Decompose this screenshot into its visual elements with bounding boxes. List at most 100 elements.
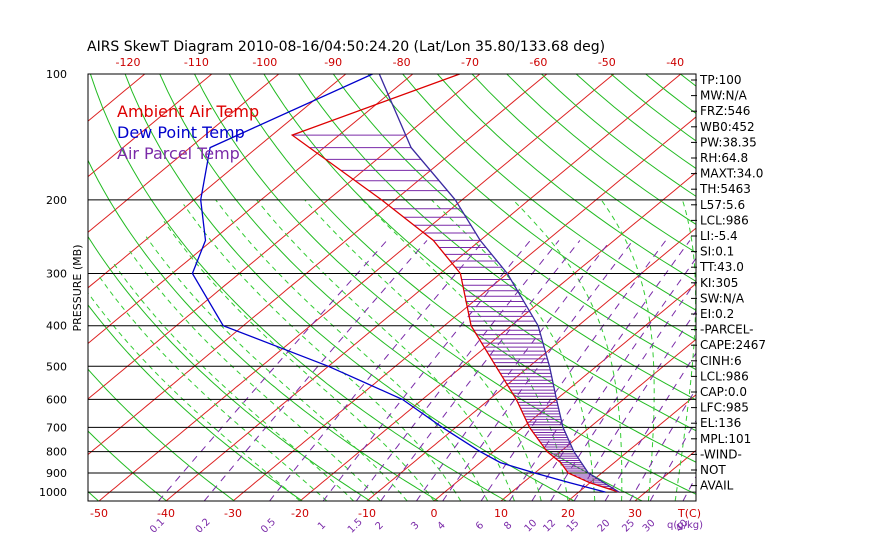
bottom-tick-label: 20 (561, 507, 575, 520)
index-entry: MW:N/A (700, 89, 748, 103)
index-entry: -PARCEL- (700, 323, 754, 337)
bottom-tick-label: -30 (224, 507, 242, 520)
mixing-ratio-label: 3 (409, 520, 421, 532)
cape-hatching (292, 134, 616, 491)
pressure-tick-label: 600 (46, 393, 67, 406)
isotherm-line (0, 74, 11, 501)
pressure-tick-label: 1000 (39, 486, 67, 499)
top-temperature-axis: -120 -110 -100 -90 -80 -70 -60 -50 -40 (116, 56, 685, 69)
top-tick-label: -50 (598, 56, 616, 69)
air-parcel-temp-line (378, 74, 620, 493)
legend-ambient-air-temp: Ambient Air Temp (117, 102, 259, 121)
mixing-ratio-line (203, 240, 428, 501)
dry-adiabat-line (750, 74, 870, 501)
dry-adiabat-line (437, 74, 696, 282)
index-entry: CAPE:2467 (700, 338, 766, 352)
isotherm-line (165, 74, 682, 501)
index-entry: FRZ:546 (700, 104, 750, 118)
dry-adiabat-line (124, 74, 575, 501)
mixing-ratio-label: 10 (523, 518, 540, 535)
isotherm-line (0, 74, 78, 501)
isobars (88, 199, 696, 493)
dry-adiabat-line (367, 74, 696, 341)
isotherm-line (299, 171, 696, 501)
top-tick-label: -90 (324, 56, 342, 69)
moist-adiabat-line (362, 199, 569, 501)
mixing-ratio-label: 20 (596, 518, 613, 535)
index-entry: -WIND- (700, 447, 742, 461)
top-tick-label: -110 (184, 56, 209, 69)
moist-adiabat-line (215, 199, 489, 501)
isotherm-line (500, 338, 696, 501)
moist-adiabat-line (88, 291, 301, 501)
bottom-tick-label: -40 (157, 507, 175, 520)
bottom-tick-label: 30 (628, 507, 642, 520)
isotherm-line (366, 227, 696, 501)
mixing-ratio-label: 6 (474, 520, 486, 532)
index-entry: SI:0.1 (700, 245, 734, 259)
pressure-tick-label: 700 (46, 421, 67, 434)
index-entry: LCL:986 (700, 369, 749, 383)
mixing-ratio-label: 0.5 (259, 517, 278, 536)
index-entry: KI:305 (700, 276, 738, 290)
index-entry: AVAIL (700, 479, 734, 493)
isotherm-line (567, 394, 696, 501)
mixing-ratio-line (269, 240, 485, 501)
mixing-ratio-label: 25 (620, 518, 637, 535)
ambient-air-temp-line (290, 74, 620, 493)
mixing-ratio-label: 30 (641, 518, 658, 535)
moist-adiabat-line (431, 199, 596, 501)
legend-dew-point-temp: Dew Point Temp (117, 123, 245, 142)
index-entry: RH:64.8 (700, 151, 748, 165)
dry-adiabat-line (645, 74, 696, 115)
index-entry: MAXT:34.0 (700, 167, 763, 181)
pressure-tick-label: 200 (46, 194, 67, 207)
legend: Ambient Air Temp Dew Point Temp Air Parc… (117, 102, 259, 163)
isotherm-line (88, 74, 548, 456)
dry-adiabat-line (228, 74, 696, 463)
dry-adiabat-line (88, 368, 235, 501)
index-entry: TT:43.0 (699, 260, 744, 274)
dry-adiabat-line (88, 235, 371, 501)
mixing-ratio-label: 4 (436, 520, 448, 532)
moist-adiabat-line (183, 204, 462, 501)
mixing-ratio-line (158, 240, 388, 501)
isotherm-line (232, 116, 696, 501)
dry-adiabat-line (194, 74, 696, 495)
moist-adiabat-line (304, 199, 542, 501)
index-entry: NOT (700, 463, 726, 477)
pressure-axis: 100 200 300 400 500 600 700 800 900 1000 (39, 68, 67, 499)
background-grid (0, 74, 870, 501)
mixing-ratio-line (415, 240, 611, 501)
mixing-ratio-label: 1 (316, 520, 328, 532)
y-axis-label: PRESSURE (MB) (71, 245, 84, 332)
moist-adiabat-line (512, 199, 623, 501)
pressure-tick-label: 300 (46, 268, 67, 281)
index-entry: CAP:0.0 (700, 385, 747, 399)
index-entry: WB0:452 (700, 120, 755, 134)
index-entry: LFC:985 (700, 401, 749, 415)
index-entry: MPL:101 (700, 432, 751, 446)
dry-adiabat-line (471, 74, 696, 254)
mixing-ratio-line (573, 310, 696, 501)
pressure-tick-label: 100 (46, 68, 67, 81)
temperature-unit-label: T(C) (677, 507, 701, 520)
index-entry: PW:38.35 (700, 135, 757, 149)
mixing-ratio-line (322, 240, 531, 501)
mixing-ratio-line (550, 280, 696, 501)
index-entry: L57:5.6 (700, 198, 745, 212)
top-tick-label: -120 (116, 56, 141, 69)
moist-adiabat-line (145, 236, 408, 501)
mixing-ratio-label: 12 (541, 518, 558, 535)
plot-frame (87, 73, 697, 502)
mixing-ratio-unit-label: q(g/kg) (667, 520, 703, 531)
isotherm-line (88, 74, 347, 289)
top-tick-label: -60 (529, 56, 547, 69)
bottom-temperature-axis: -50 -40 -30 -20 -10 0 10 20 30 (90, 507, 642, 520)
isotherm-line (634, 449, 696, 501)
mixing-ratio-line (442, 240, 634, 501)
top-tick-label: -40 (666, 56, 684, 69)
pressure-tick-label: 400 (46, 320, 67, 333)
moist-adiabat-line (256, 199, 515, 501)
